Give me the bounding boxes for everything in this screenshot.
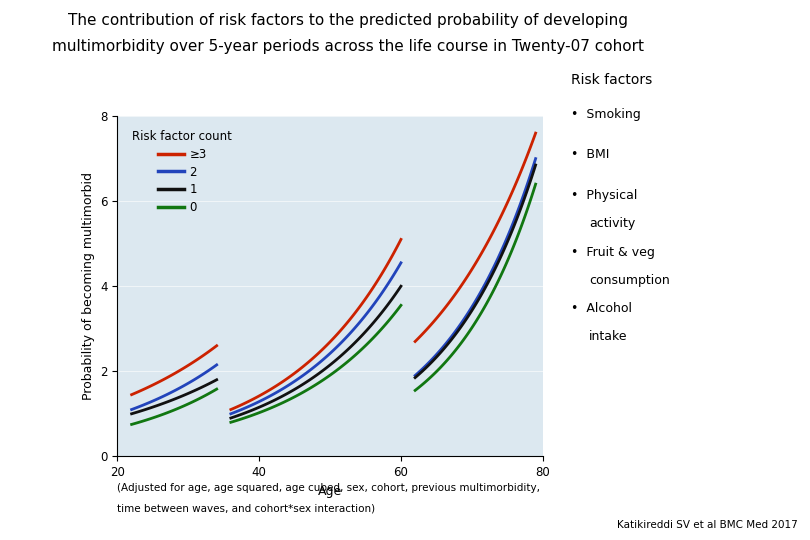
Text: •  Fruit & veg: • Fruit & veg (571, 246, 655, 259)
Text: •  BMI: • BMI (571, 148, 609, 161)
Text: multimorbidity over 5-year periods across the life course in Twenty-07 cohort: multimorbidity over 5-year periods acros… (53, 39, 644, 54)
Text: •  Physical: • Physical (571, 189, 637, 202)
Text: The contribution of risk factors to the predicted probability of developing: The contribution of risk factors to the … (68, 14, 629, 29)
Text: intake: intake (589, 330, 628, 343)
Text: (Adjusted for age, age squared, age cubed, sex, cohort, previous multimorbidity,: (Adjusted for age, age squared, age cube… (117, 483, 540, 494)
Text: Katikireddi SV et al BMC Med 2017: Katikireddi SV et al BMC Med 2017 (617, 520, 798, 530)
Text: •  Alcohol: • Alcohol (571, 302, 632, 315)
Text: •  Smoking: • Smoking (571, 108, 641, 121)
Legend: ≥3, 2, 1, 0: ≥3, 2, 1, 0 (128, 125, 237, 219)
Text: activity: activity (589, 217, 635, 230)
Text: Risk factors: Risk factors (571, 73, 652, 87)
Text: consumption: consumption (589, 274, 670, 287)
X-axis label: Age: Age (318, 484, 342, 497)
Text: time between waves, and cohort*sex interaction): time between waves, and cohort*sex inter… (117, 503, 376, 514)
Y-axis label: Probability of becoming multimorbid: Probability of becoming multimorbid (82, 172, 95, 400)
